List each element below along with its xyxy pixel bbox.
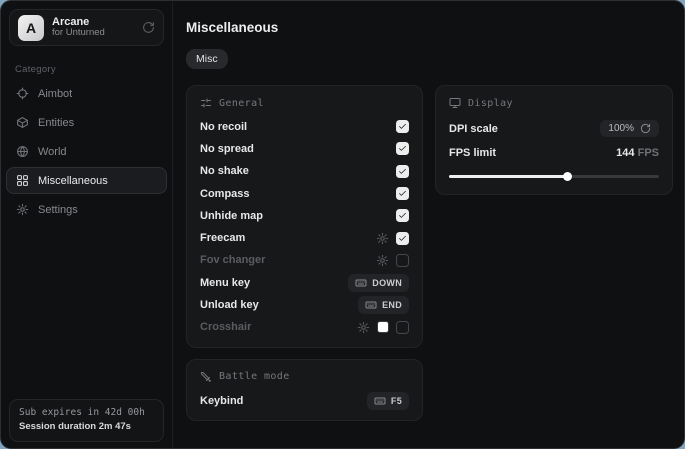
sliders-icon — [200, 97, 212, 109]
brand-card: A Arcane for Unturned — [9, 9, 164, 46]
dpi-scale-selector[interactable]: 100% — [600, 120, 659, 137]
fps-limit-slider[interactable] — [449, 170, 659, 182]
keyboard-icon — [374, 395, 386, 407]
checkbox[interactable] — [396, 142, 409, 156]
sidebar-item-aimbot[interactable]: Aimbot — [6, 80, 167, 107]
tab-misc[interactable]: Misc — [186, 49, 228, 69]
brand-name: Arcane — [52, 15, 90, 28]
grid-icon — [16, 174, 29, 187]
setting-label: Unhide map — [200, 209, 263, 222]
cycle-icon — [640, 123, 651, 134]
setting-row-compass: Compass — [200, 186, 409, 201]
sidebar-item-world[interactable]: World — [6, 138, 167, 165]
checkbox[interactable] — [396, 231, 409, 245]
subscription-status-card: Sub expires in 42d 00h Session duration … — [9, 399, 164, 442]
gear-icon[interactable] — [376, 254, 389, 267]
slider-fill — [449, 175, 567, 179]
fps-limit-unit: FPS — [637, 146, 659, 159]
setting-row-freecam: Freecam — [200, 230, 409, 245]
keybind-value: END — [382, 300, 402, 311]
sidebar-item-label: Aimbot — [38, 87, 73, 100]
setting-row-unhide-map: Unhide map — [200, 208, 409, 223]
keyboard-icon — [365, 299, 377, 311]
card-title: General — [219, 97, 264, 109]
setting-row-menu-key: Menu key DOWN — [200, 273, 409, 292]
sidebar-nav: Aimbot Entities World Miscellaneous Settings — [1, 79, 172, 224]
color-swatch[interactable] — [377, 321, 389, 334]
keybind-button[interactable]: DOWN — [348, 273, 409, 292]
gear-icon — [16, 203, 29, 216]
setting-row-no-shake: No shake — [200, 164, 409, 179]
refresh-icon[interactable] — [142, 21, 155, 34]
display-card: Display DPI scale 100% FPS limit — [435, 85, 673, 196]
brand-subtitle: for Unturned — [52, 27, 105, 39]
checkbox[interactable] — [396, 209, 409, 223]
sword-icon — [200, 371, 212, 383]
setting-label: Menu key — [200, 276, 251, 289]
keybind-value: F5 — [390, 395, 402, 406]
session-duration-text: Session duration 2m 47s — [19, 421, 131, 433]
keybind-button[interactable]: F5 — [366, 391, 409, 410]
setting-label: No recoil — [200, 120, 248, 133]
dpi-scale-row: DPI scale 100% — [449, 119, 659, 138]
setting-row-unload-key: Unload key END — [200, 296, 409, 315]
setting-label: Keybind — [200, 394, 244, 407]
fps-limit-label: FPS limit — [449, 146, 497, 159]
dpi-scale-label: DPI scale — [449, 122, 498, 135]
crosshair-icon — [16, 87, 29, 100]
fps-limit-value: 144 — [616, 146, 635, 159]
card-title: Display — [468, 97, 513, 109]
setting-row-keybind: Keybind F5 — [200, 391, 409, 410]
category-label: Category — [15, 64, 56, 75]
app-logo: A — [18, 14, 44, 41]
setting-label: No shake — [200, 165, 249, 178]
general-card: General No recoil No spread No shake Compas… — [186, 85, 423, 348]
gear-icon[interactable] — [357, 321, 370, 334]
keybind-value: DOWN — [372, 277, 402, 288]
setting-row-crosshair: Crosshair — [200, 320, 409, 335]
setting-row-no-recoil: No recoil — [200, 119, 409, 134]
setting-label: Freecam — [200, 232, 246, 245]
logo-letter: A — [25, 19, 37, 36]
checkbox[interactable] — [396, 164, 409, 178]
main-content: Miscellaneous Misc General No recoil No s… — [173, 1, 684, 448]
checkbox[interactable] — [396, 320, 409, 334]
battle-mode-card: Battle mode Keybind F5 — [186, 358, 423, 422]
checkbox[interactable] — [396, 253, 409, 267]
checkbox[interactable] — [396, 187, 409, 201]
dpi-scale-value: 100% — [608, 123, 634, 134]
setting-row-no-spread: No spread — [200, 141, 409, 156]
monitor-icon — [449, 97, 461, 109]
setting-label: Unload key — [200, 299, 259, 312]
keyboard-icon — [355, 277, 367, 289]
card-title: Battle mode — [219, 371, 290, 383]
sidebar-item-label: Miscellaneous — [38, 174, 108, 187]
setting-row-fov-changer: Fov changer — [200, 253, 409, 268]
sidebar-item-label: Entities — [38, 116, 75, 129]
page-title: Miscellaneous — [186, 20, 279, 35]
setting-label: No spread — [200, 142, 254, 155]
keybind-button[interactable]: END — [358, 296, 409, 315]
sidebar-item-label: World — [38, 145, 67, 158]
sub-expiry-text: Sub expires in 42d 00h — [19, 407, 145, 419]
gear-icon[interactable] — [376, 232, 389, 245]
slider-thumb[interactable] — [562, 172, 572, 182]
sidebar-item-label: Settings — [38, 203, 78, 216]
globe-icon — [16, 145, 29, 158]
entities-icon — [16, 116, 29, 129]
checkbox[interactable] — [396, 120, 409, 134]
sidebar: A Arcane for Unturned Category Aimbot Ent… — [1, 1, 173, 448]
setting-label: Crosshair — [200, 321, 252, 334]
sidebar-item-entities[interactable]: Entities — [6, 109, 167, 136]
fps-limit-row: FPS limit 144 FPS — [449, 145, 659, 160]
sidebar-item-miscellaneous[interactable]: Miscellaneous — [6, 167, 167, 194]
tab-bar: Misc — [186, 49, 673, 69]
setting-label: Compass — [200, 187, 250, 200]
sidebar-item-settings[interactable]: Settings — [6, 196, 167, 223]
setting-label: Fov changer — [200, 254, 266, 267]
